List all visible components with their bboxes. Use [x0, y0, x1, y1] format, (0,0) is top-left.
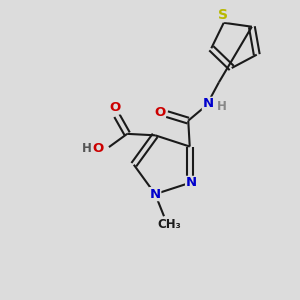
Text: N: N — [202, 98, 214, 110]
Text: S: S — [218, 8, 228, 22]
Text: O: O — [154, 106, 165, 119]
Text: O: O — [92, 142, 103, 155]
Text: CH₃: CH₃ — [158, 218, 181, 231]
Text: N: N — [150, 188, 161, 201]
Text: H: H — [217, 100, 227, 113]
Text: H: H — [82, 142, 92, 155]
Text: N: N — [186, 176, 197, 189]
Text: O: O — [110, 101, 121, 114]
